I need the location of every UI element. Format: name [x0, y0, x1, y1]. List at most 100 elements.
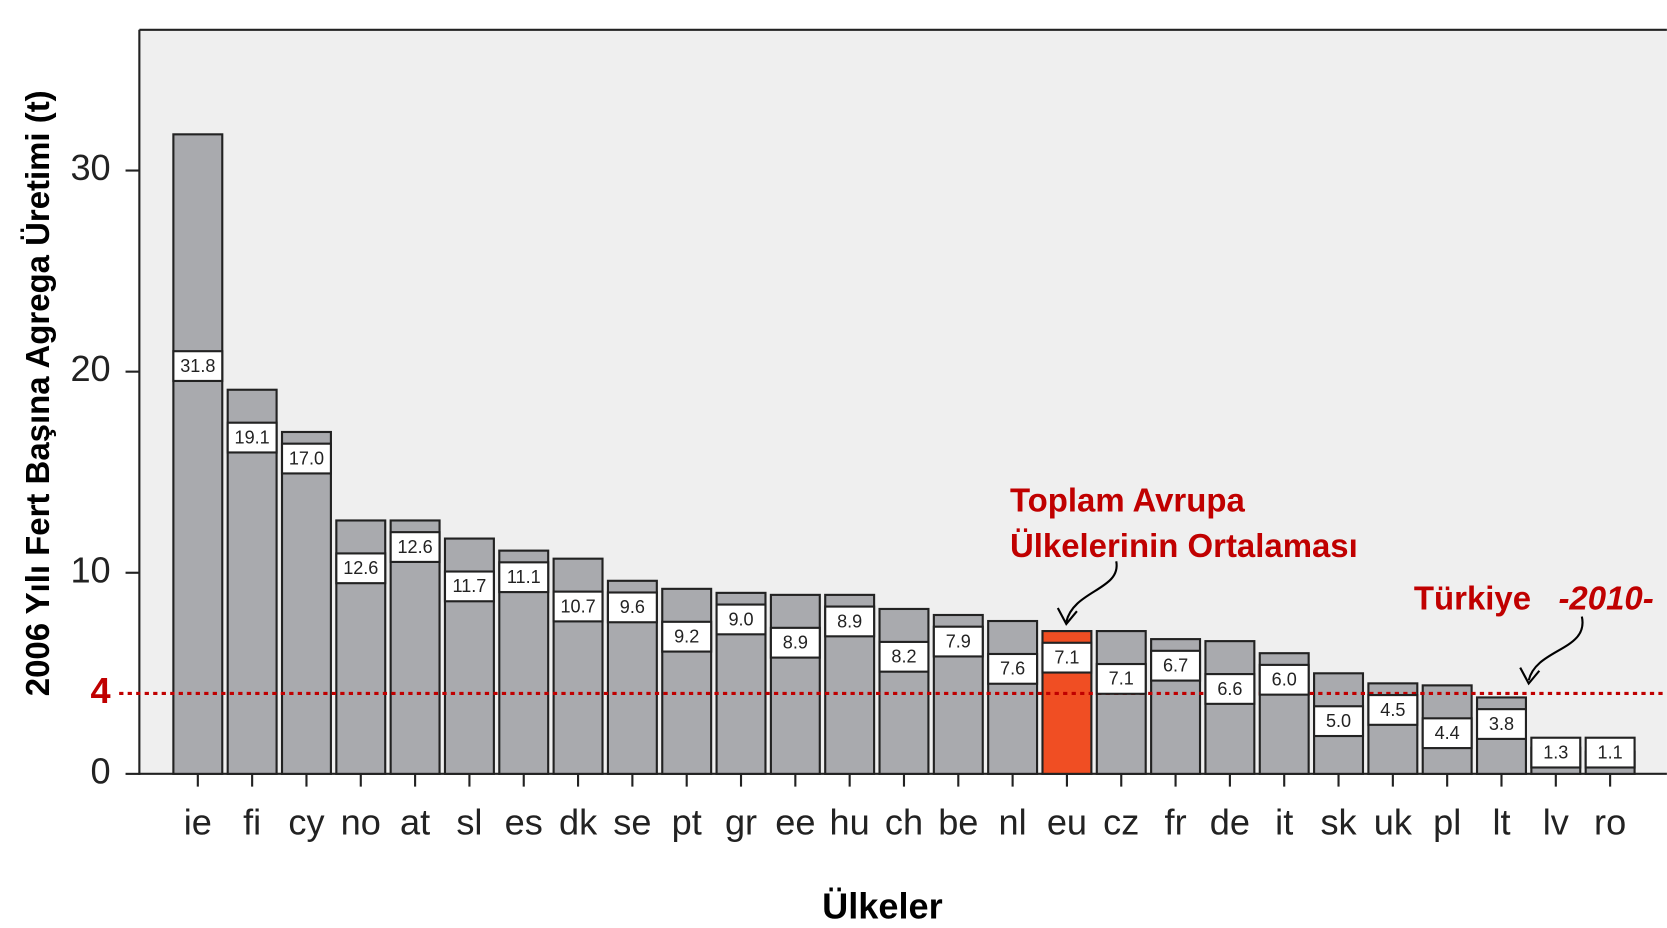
value-label-box — [226, 421, 278, 454]
arrow — [1527, 616, 1584, 681]
bar — [172, 133, 224, 775]
value-label-box — [769, 626, 821, 659]
value-label-box — [443, 570, 495, 603]
value-label: 8.9 — [837, 611, 862, 631]
x-axis-title: Ülkeler — [822, 885, 943, 926]
x-tick-label: sl — [456, 801, 482, 842]
x-tick-label: ro — [1594, 801, 1626, 842]
value-label: 31.8 — [180, 356, 215, 376]
value-label-box — [878, 640, 930, 673]
value-label: 9.0 — [728, 609, 753, 629]
value-label: 6.6 — [1217, 679, 1242, 699]
x-tick-label: ie — [184, 801, 212, 842]
bar — [226, 388, 278, 775]
x-tick-label: lv — [1543, 801, 1569, 842]
value-label: 8.9 — [783, 633, 808, 653]
y-tick-label: 10 — [70, 549, 110, 590]
value-label: 1.1 — [1598, 742, 1623, 762]
value-label-box — [661, 620, 713, 653]
value-label: 1.3 — [1543, 742, 1568, 762]
x-tick-label: gr — [725, 801, 757, 842]
y-tick-label: 30 — [70, 147, 110, 188]
x-tick-label: it — [1275, 801, 1293, 842]
bar — [987, 619, 1039, 775]
value-label-box — [389, 531, 441, 563]
y-tick-label: 20 — [70, 348, 110, 389]
bar — [1204, 640, 1256, 775]
value-label-box — [1041, 641, 1093, 674]
value-label-box — [280, 442, 332, 475]
value-label-box — [606, 591, 658, 624]
reference-label: 4 — [91, 670, 111, 711]
x-tick-label: ee — [775, 801, 815, 842]
x-tick-label: no — [341, 801, 381, 842]
arrow-head — [1519, 667, 1541, 686]
value-label: 8.2 — [891, 647, 916, 667]
x-tick-label: be — [938, 801, 978, 842]
value-label-box — [335, 552, 387, 585]
value-label: 4.4 — [1435, 723, 1460, 743]
x-tick-label: sk — [1320, 801, 1357, 842]
x-tick-label: cz — [1103, 801, 1139, 842]
value-label: 6.7 — [1163, 656, 1188, 676]
value-label-box — [1367, 693, 1419, 726]
value-label: 12.6 — [398, 537, 433, 557]
y-tick-label: 0 — [91, 750, 111, 791]
bar — [1095, 630, 1147, 775]
value-label: 4.5 — [1380, 700, 1405, 720]
x-tick-label: hu — [830, 801, 870, 842]
value-label: 7.6 — [1000, 659, 1025, 679]
value-label-box — [1258, 663, 1310, 696]
bar — [661, 587, 713, 775]
bar — [769, 593, 821, 775]
x-tick-label: cy — [288, 801, 324, 842]
x-tick-label: fr — [1165, 801, 1187, 842]
x-tick-label: de — [1210, 801, 1250, 842]
annotation: Ülkelerinin Ortalaması — [1010, 527, 1358, 564]
arrow-head — [1056, 607, 1078, 626]
value-label: 11.1 — [507, 567, 541, 587]
value-label-box — [1475, 708, 1528, 740]
x-tick-label: fi — [243, 801, 261, 842]
value-label: 19.1 — [235, 427, 270, 447]
value-label-box — [1313, 705, 1365, 738]
value-label: 10.7 — [560, 596, 595, 616]
value-label-box — [715, 603, 767, 636]
x-tick-label: pt — [672, 801, 702, 842]
value-label: 6.0 — [1272, 670, 1297, 690]
x-tick-label: es — [505, 801, 543, 842]
value-label-box — [498, 561, 550, 594]
value-label-box — [1095, 662, 1147, 695]
value-label-box — [1150, 649, 1202, 682]
value-label: 3.8 — [1489, 714, 1514, 734]
value-label: 7.9 — [946, 631, 971, 651]
bar — [280, 430, 332, 775]
annotation: Türkiye — [1414, 579, 1531, 616]
x-tick-label: dk — [559, 801, 598, 842]
value-label: 11.7 — [453, 576, 487, 596]
value-label-box — [172, 350, 224, 383]
value-label-box — [987, 652, 1039, 685]
x-tick-label: se — [613, 801, 651, 842]
value-label: 17.0 — [289, 448, 324, 468]
arrow — [1065, 561, 1118, 623]
x-tick-label: nl — [999, 801, 1027, 842]
value-label-box — [552, 590, 604, 623]
value-label: 7.1 — [1109, 669, 1134, 689]
x-tick-label: at — [400, 801, 430, 842]
value-label-box — [1530, 736, 1582, 769]
value-label-box — [1421, 717, 1473, 750]
value-label: 12.6 — [343, 558, 378, 578]
annotation: -2010- — [1558, 579, 1653, 616]
value-label-box — [824, 605, 876, 638]
x-tick-label: uk — [1374, 801, 1413, 842]
value-label-box — [1204, 673, 1256, 705]
x-tick-label: pl — [1433, 801, 1461, 842]
value-label-box — [1584, 736, 1636, 769]
value-label: 9.2 — [674, 627, 699, 647]
value-label: 9.6 — [620, 597, 645, 617]
value-label: 7.1 — [1054, 647, 1079, 667]
x-tick-label: eu — [1047, 801, 1087, 842]
y-axis-title: 2006 Yılı Fert Başına Agrega Üretimi (t) — [19, 90, 56, 696]
